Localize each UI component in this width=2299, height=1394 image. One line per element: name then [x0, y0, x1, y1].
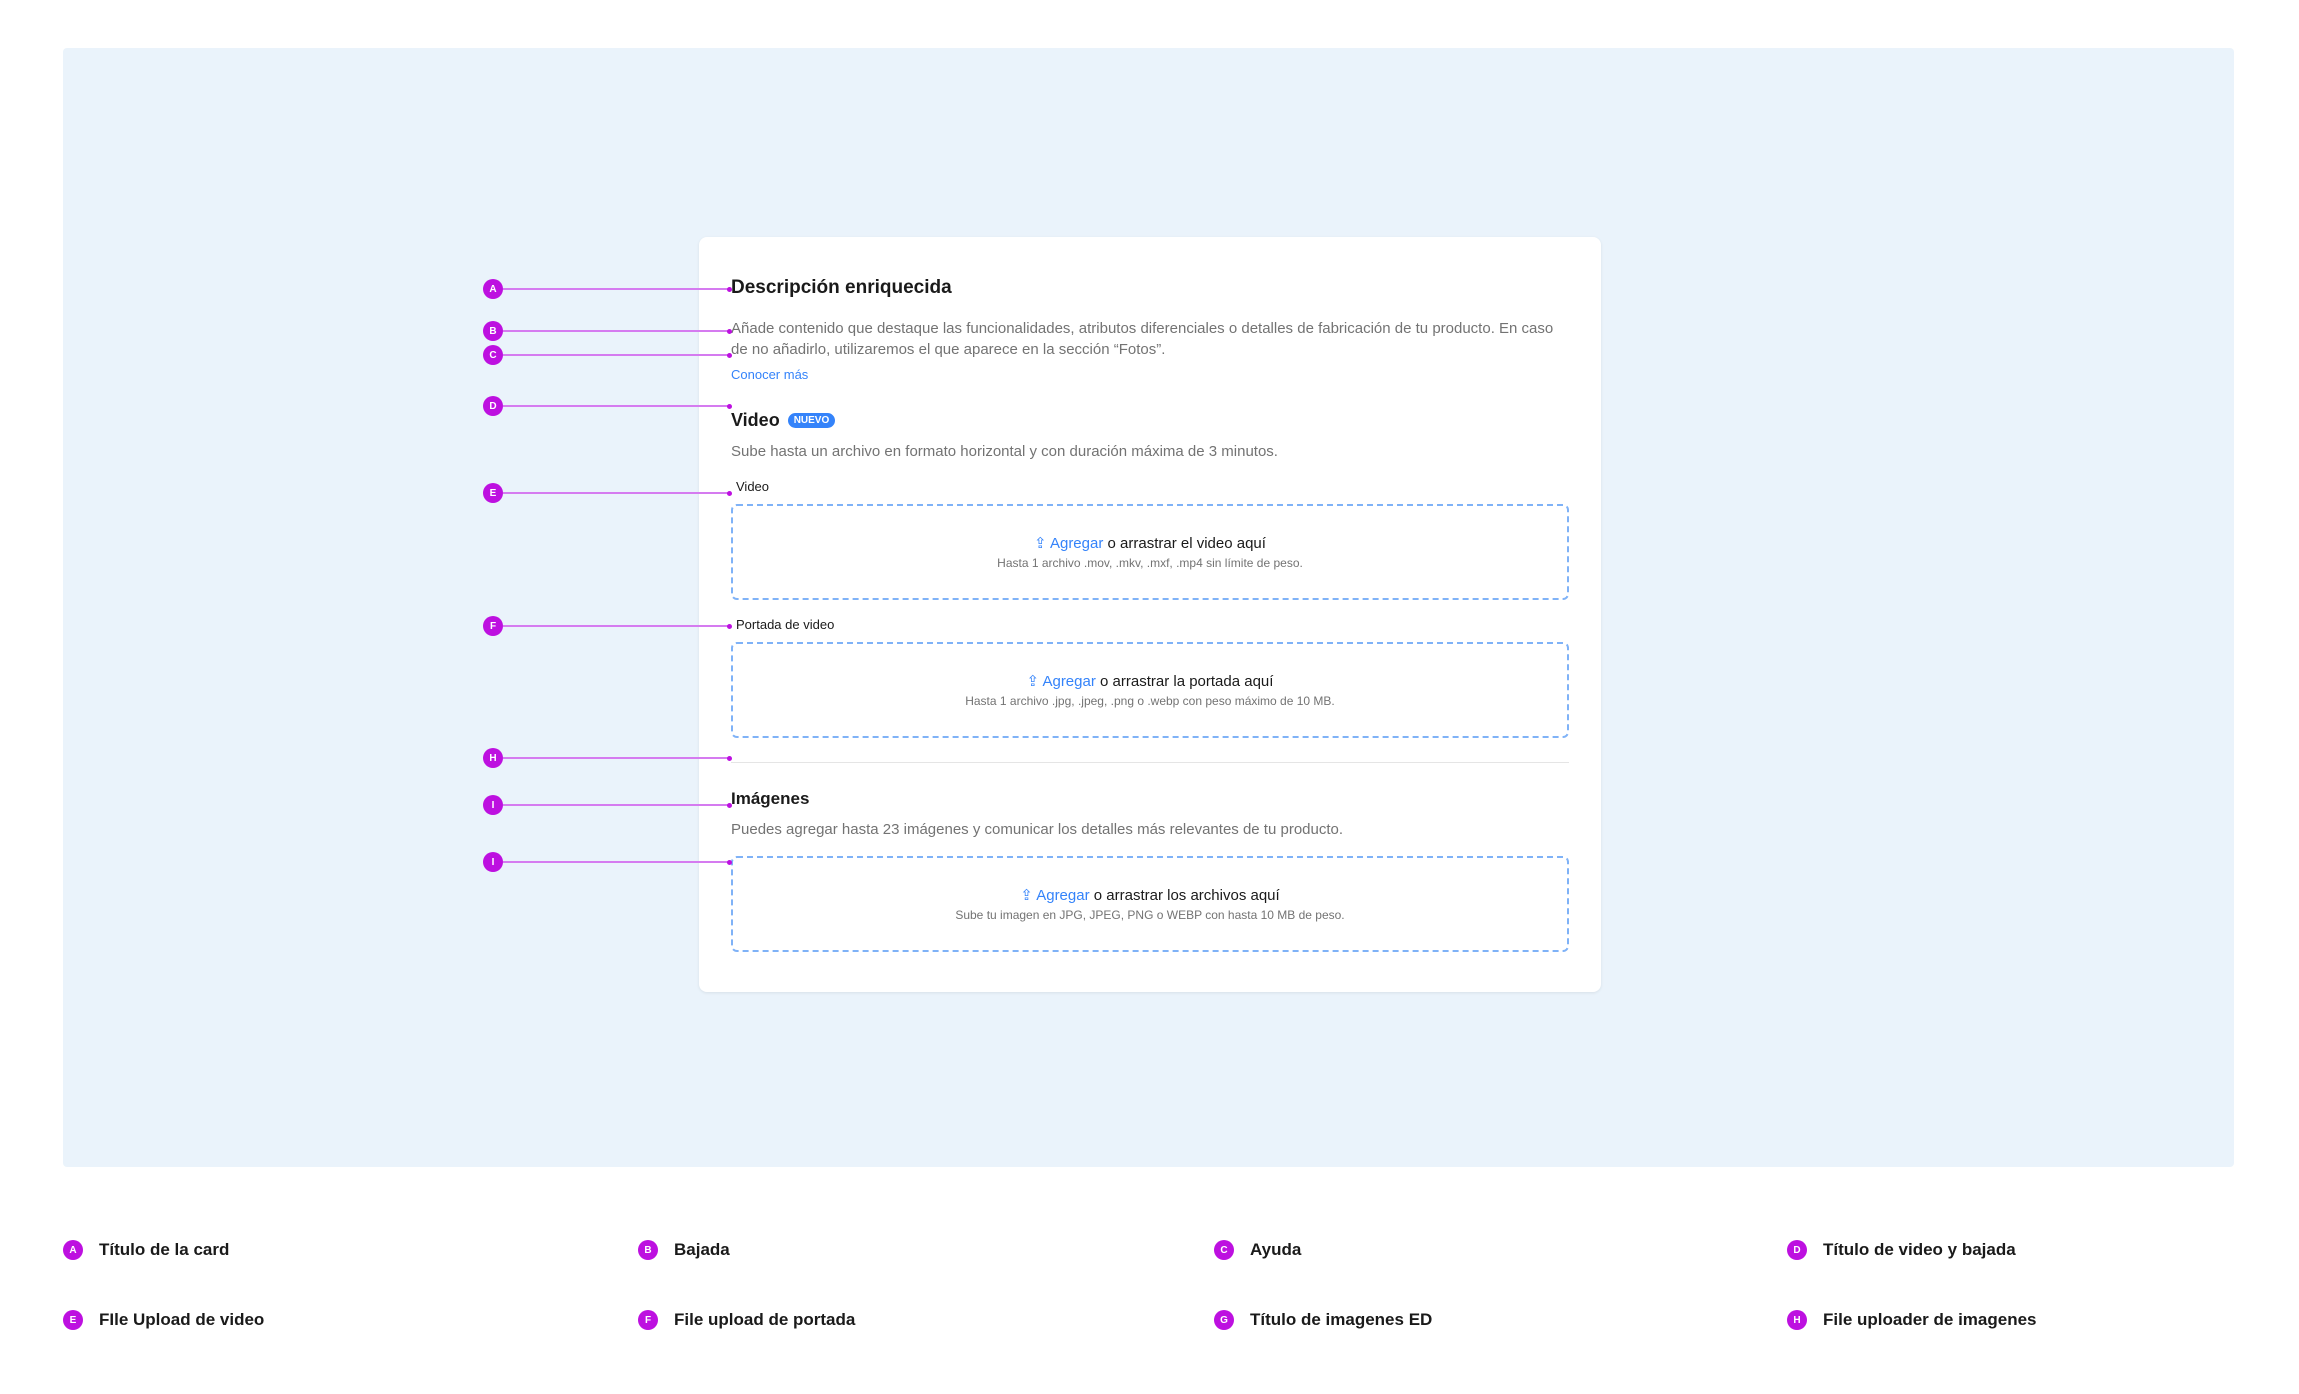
- dropzone-text: o arrastrar los archivos aquí: [1093, 887, 1280, 904]
- annotation-line: [503, 288, 730, 290]
- annotation-dot: [727, 756, 732, 761]
- annotation-marker: I: [483, 852, 503, 872]
- legend-marker: D: [1787, 1240, 1807, 1260]
- annotation-marker: D: [483, 396, 503, 416]
- video-title-text: Video: [731, 410, 780, 430]
- annotation-line: [503, 354, 730, 356]
- annotation-dot: [727, 491, 732, 496]
- annotation-marker: A: [483, 279, 503, 299]
- video-subtitle: Sube hasta un archivo en formato horizon…: [731, 443, 1278, 460]
- annotation-line: [503, 804, 730, 806]
- images-subtitle: Puedes agregar hasta 23 imágenes y comun…: [731, 821, 1344, 838]
- help-link[interactable]: Conocer más: [731, 367, 809, 382]
- annotation-dot: [727, 329, 732, 334]
- card-description: Añade contenido que destaque las funcion…: [731, 320, 1554, 358]
- annotation-dot: [727, 860, 732, 865]
- legend-marker: A: [63, 1240, 83, 1260]
- dropzone-text: o arrastrar la portada aquí: [1100, 673, 1274, 690]
- annotation-marker: F: [483, 616, 503, 636]
- legend-marker: F: [638, 1310, 658, 1330]
- legend-label: FIle Upload de video: [99, 1310, 265, 1329]
- legend-marker: H: [1787, 1310, 1807, 1330]
- dropzone-text: o arrastrar el video aquí: [1107, 535, 1266, 552]
- legend-label: Título de video y bajada: [1823, 1240, 2016, 1259]
- annotation-marker: H: [483, 748, 503, 768]
- legend-item: F File upload de portada: [638, 1310, 855, 1330]
- upload-icon: ⇪: [1034, 535, 1047, 552]
- legend-label: Bajada: [674, 1240, 730, 1259]
- dropzone-hint: Hasta 1 archivo .jpg, .jpeg, .png o .web…: [965, 694, 1335, 708]
- legend-item: B Bajada: [638, 1240, 730, 1260]
- card-title: Descripción enriquecida: [731, 277, 952, 298]
- legend-label: File uploader de imagenes: [1823, 1310, 2037, 1329]
- images-dropzone[interactable]: ⇪ Agregar o arrastrar los archivos aquí …: [731, 856, 1569, 952]
- annotation-line: [503, 330, 730, 332]
- rich-description-card: [699, 237, 1601, 992]
- annotation-marker: C: [483, 345, 503, 365]
- divider: [731, 762, 1569, 763]
- annotation-line: [503, 625, 730, 627]
- dropzone-hint: Hasta 1 archivo .mov, .mkv, .mxf, .mp4 s…: [997, 556, 1303, 570]
- annotation-dot: [727, 803, 732, 808]
- annotation-line: [503, 492, 730, 494]
- annotation-line: [503, 861, 730, 863]
- images-title: Imágenes: [731, 789, 810, 808]
- video-title: Video NUEVO: [731, 410, 836, 431]
- annotation-line: [503, 757, 730, 759]
- legend-label: Ayuda: [1250, 1240, 1302, 1259]
- video-dropzone[interactable]: ⇪ Agregar o arrastrar el video aquí Hast…: [731, 504, 1569, 600]
- legend-marker: G: [1214, 1310, 1234, 1330]
- dropzone-hint: Sube tu imagen en JPG, JPEG, PNG o WEBP …: [955, 908, 1345, 922]
- legend-item: D Título de video y bajada: [1787, 1240, 2016, 1260]
- annotation-dot: [727, 287, 732, 292]
- annotation-dot: [727, 353, 732, 358]
- legend-item: A Título de la card: [63, 1240, 229, 1260]
- upload-icon: ⇪: [1026, 673, 1040, 690]
- cover-field-label: Portada de video: [736, 617, 835, 632]
- video-field-label: Video: [736, 479, 770, 494]
- legend-item: C Ayuda: [1214, 1240, 1301, 1260]
- cover-dropzone[interactable]: ⇪ Agregar o arrastrar la portada aquí Ha…: [731, 642, 1569, 738]
- legend-label: Título de la card: [99, 1240, 230, 1259]
- annotation-marker: B: [483, 321, 503, 341]
- annotation-marker: I: [483, 795, 503, 815]
- legend-label: Título de imagenes ED: [1250, 1310, 1433, 1329]
- legend-item: G Título de imagenes ED: [1214, 1310, 1432, 1330]
- annotation-dot: [727, 624, 732, 629]
- legend-marker: C: [1214, 1240, 1234, 1260]
- new-badge: NUEVO: [787, 413, 836, 428]
- legend-marker: B: [638, 1240, 658, 1260]
- annotation-line: [503, 405, 730, 407]
- upload-icon: ⇪: [1020, 887, 1033, 904]
- add-video-link[interactable]: Agregar: [1049, 535, 1104, 552]
- annotation-marker: E: [483, 483, 503, 503]
- legend-label: File upload de portada: [674, 1310, 856, 1329]
- annotation-dot: [727, 404, 732, 409]
- legend-item: H File uploader de imagenes: [1787, 1310, 2037, 1330]
- add-images-link[interactable]: Agregar: [1036, 887, 1090, 904]
- add-cover-link[interactable]: Agregar: [1042, 673, 1096, 690]
- legend-marker: E: [63, 1310, 83, 1330]
- legend-item: E FIle Upload de video: [63, 1310, 264, 1330]
